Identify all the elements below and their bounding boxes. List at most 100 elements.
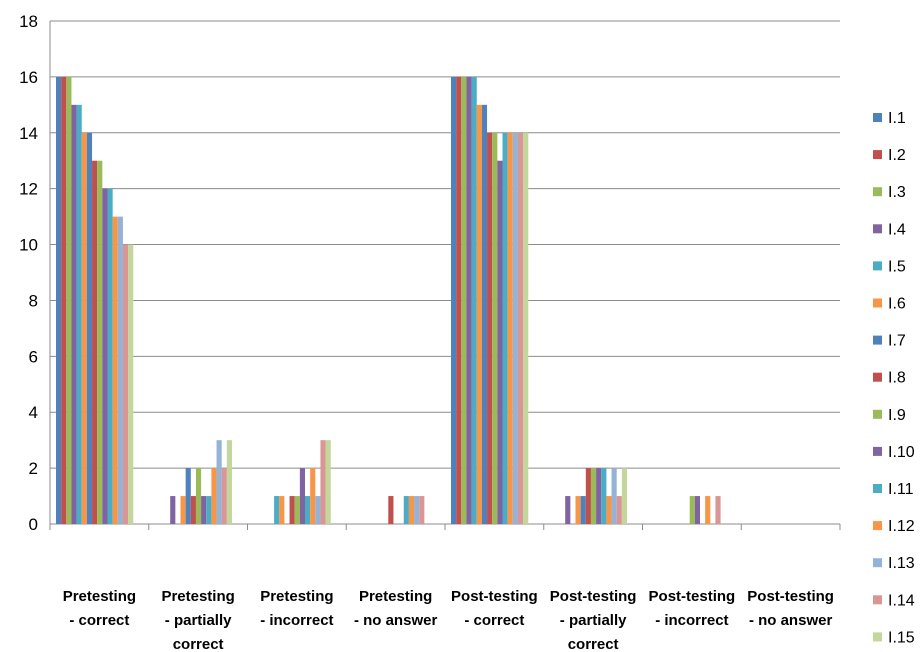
y-tick-label: 18	[19, 12, 38, 31]
bar	[92, 160, 98, 524]
legend-swatch	[873, 521, 882, 531]
bar	[206, 496, 212, 524]
bar	[221, 468, 227, 524]
bar	[606, 496, 612, 524]
bar	[180, 496, 186, 524]
bar	[616, 496, 622, 524]
bar	[279, 496, 285, 524]
bar	[102, 188, 108, 524]
x-category-label: correct	[173, 636, 224, 652]
x-category-label: Pretesting	[161, 588, 234, 605]
bar	[451, 76, 457, 524]
bar	[122, 244, 129, 525]
bar	[419, 496, 425, 524]
bar	[320, 440, 326, 524]
bar	[502, 132, 508, 524]
bar	[512, 132, 518, 524]
bar	[694, 496, 700, 524]
legend-swatch	[873, 409, 882, 419]
legend-swatch	[873, 298, 882, 308]
x-category-label: correct	[568, 636, 619, 652]
legend-swatch	[873, 484, 882, 493]
legend-label: I.10	[888, 444, 915, 461]
y-tick-label: 0	[29, 515, 38, 534]
bar	[565, 496, 571, 524]
legend-swatch	[873, 224, 882, 234]
bar	[517, 132, 524, 524]
legend-label: I.11	[888, 481, 914, 498]
bar	[112, 216, 118, 524]
bar	[71, 104, 77, 524]
bar	[170, 496, 176, 524]
bar	[86, 132, 93, 524]
legend-swatch	[873, 113, 882, 122]
x-category-label: - correct	[69, 612, 129, 629]
bar	[185, 468, 191, 524]
legend-swatch	[873, 372, 882, 382]
x-category-label: Pretesting	[359, 588, 432, 605]
legend-swatch	[873, 261, 882, 271]
bar	[461, 76, 467, 524]
bar	[211, 468, 217, 524]
bar	[388, 496, 394, 524]
x-category-label: Post-testing	[747, 588, 834, 605]
bar	[315, 496, 321, 524]
legend-label: I.4	[888, 221, 906, 238]
x-category-label: - correct	[464, 612, 524, 629]
bar	[590, 468, 597, 524]
legend-label: I.9	[888, 407, 906, 424]
legend-swatch	[873, 187, 882, 197]
x-category-label: - no answer	[749, 612, 833, 629]
legend-label: I.1	[888, 110, 906, 127]
bar	[466, 76, 472, 524]
bar	[201, 496, 207, 524]
y-tick-label: 14	[19, 124, 38, 143]
bar	[456, 76, 462, 524]
bar	[611, 468, 617, 524]
legend-label: I.15	[888, 629, 915, 646]
bar	[274, 496, 280, 524]
bar	[289, 496, 295, 524]
legend-swatch	[873, 558, 882, 568]
bar	[294, 496, 300, 524]
legend-label: I.7	[888, 333, 906, 350]
bar	[596, 468, 602, 524]
bar	[403, 496, 409, 524]
legend-label: I.6	[888, 296, 906, 313]
bar	[216, 440, 222, 524]
x-category-label: Post-testing	[550, 588, 637, 605]
bar	[492, 132, 498, 524]
bar	[128, 244, 134, 525]
x-category-label: - partially	[560, 612, 627, 629]
bar	[305, 496, 311, 524]
bar	[575, 496, 581, 524]
y-tick-label: 12	[19, 180, 38, 199]
x-category-label: Pretesting	[260, 588, 333, 605]
bar	[76, 104, 82, 524]
y-tick-label: 4	[29, 403, 38, 422]
bar	[497, 160, 503, 524]
legend-label: I.8	[888, 370, 906, 387]
legend-swatch	[873, 632, 882, 642]
bar	[414, 496, 420, 524]
bar	[408, 496, 415, 524]
bar	[580, 496, 586, 524]
bar	[61, 76, 67, 524]
bar	[715, 496, 721, 524]
bar	[621, 468, 627, 524]
y-tick-label: 2	[29, 459, 38, 478]
x-category-label: Post-testing	[451, 588, 538, 605]
bar	[66, 76, 72, 524]
bar	[507, 132, 513, 524]
bar	[195, 468, 202, 524]
y-tick-label: 16	[19, 68, 38, 87]
bar	[56, 76, 62, 524]
bar	[481, 104, 488, 524]
legend-swatch	[873, 595, 882, 605]
legend-label: I.5	[888, 258, 906, 275]
bar	[705, 496, 711, 524]
legend-label: I.2	[888, 147, 906, 164]
bar	[523, 132, 529, 524]
bar	[471, 76, 477, 524]
x-category-label: Post-testing	[649, 588, 736, 605]
